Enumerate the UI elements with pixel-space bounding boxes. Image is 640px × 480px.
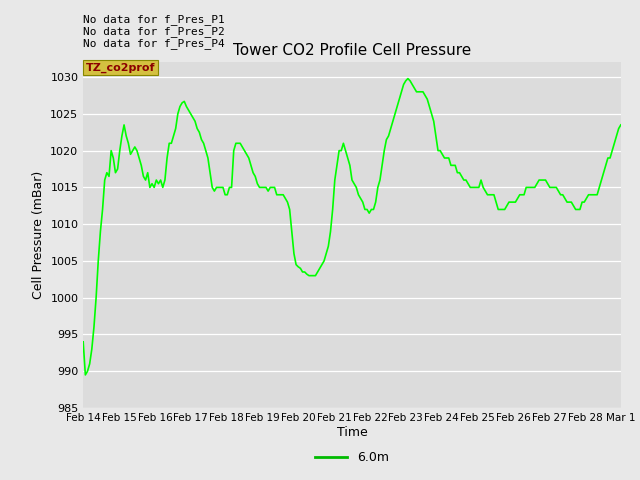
Text: No data for f_Pres_P2: No data for f_Pres_P2	[83, 25, 225, 36]
Text: No data for f_Pres_P1: No data for f_Pres_P1	[83, 13, 225, 24]
Legend: 6.0m: 6.0m	[310, 446, 394, 469]
Title: Tower CO2 Profile Cell Pressure: Tower CO2 Profile Cell Pressure	[233, 44, 471, 59]
Text: No data for f_Pres_P4: No data for f_Pres_P4	[83, 37, 225, 48]
Text: TZ_co2prof: TZ_co2prof	[86, 62, 156, 72]
Y-axis label: Cell Pressure (mBar): Cell Pressure (mBar)	[31, 171, 45, 300]
X-axis label: Time: Time	[337, 426, 367, 439]
